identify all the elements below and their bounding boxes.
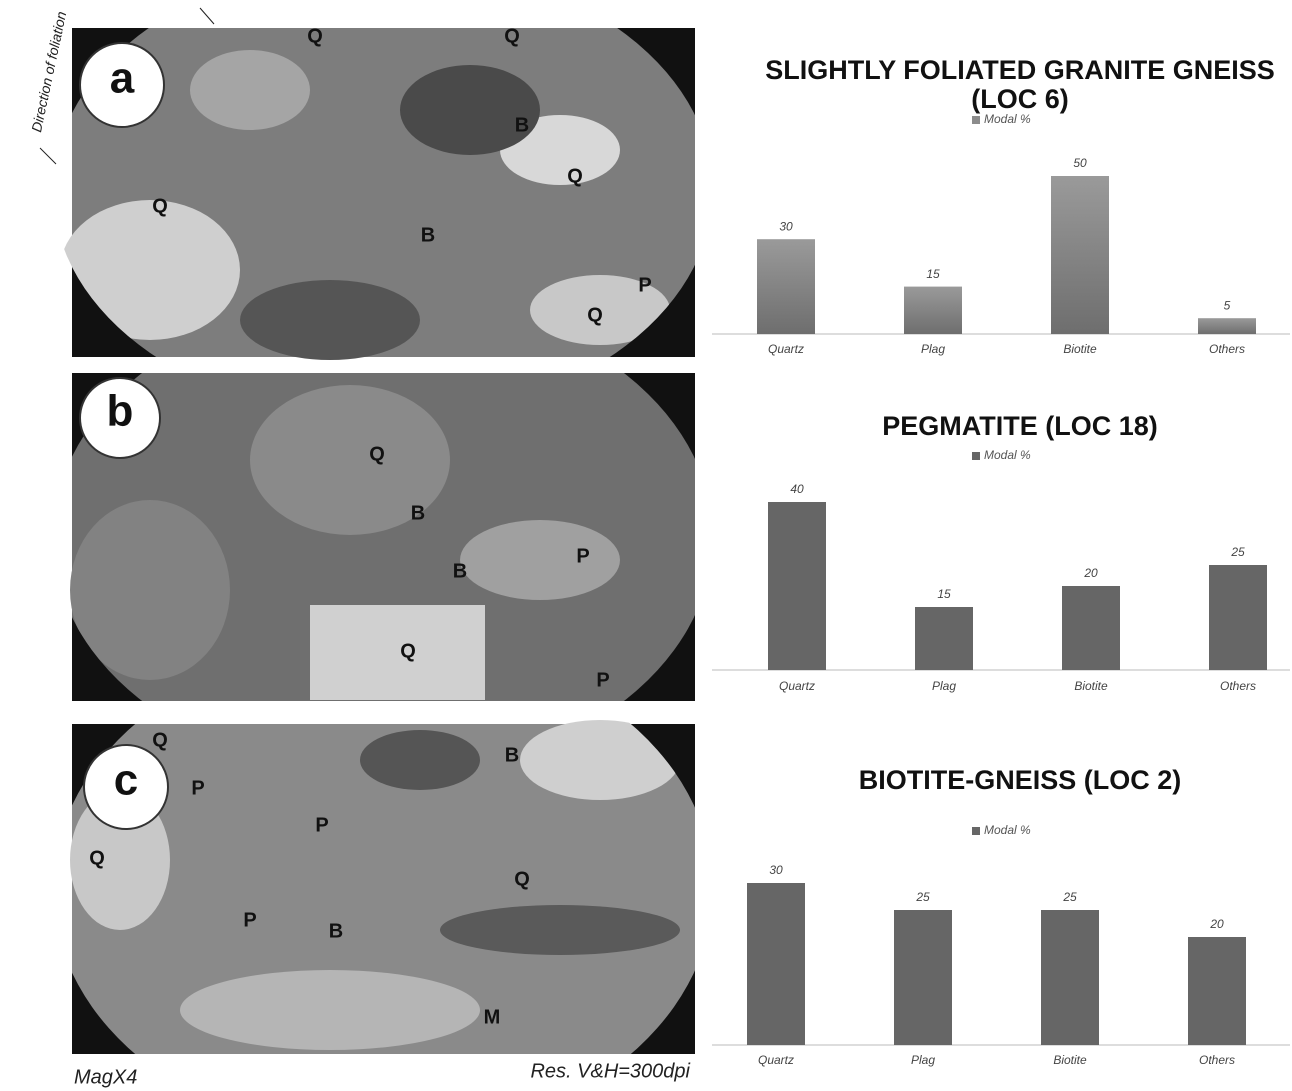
mineral-label: B bbox=[421, 224, 435, 246]
x-tick-label: Plag bbox=[911, 1053, 935, 1067]
chart-title: BIOTITE-GNEISS (LOC 2) bbox=[740, 766, 1292, 795]
mineral-label: Q bbox=[152, 729, 168, 751]
mineral-label: Q bbox=[587, 304, 603, 326]
bar bbox=[1198, 318, 1256, 334]
bar bbox=[768, 502, 826, 670]
x-tick-label: Plag bbox=[932, 679, 956, 693]
bar bbox=[1209, 565, 1267, 670]
arrow bbox=[40, 148, 56, 164]
mineral-label: M bbox=[484, 1006, 501, 1028]
mineral-label: P bbox=[243, 909, 256, 931]
panel-label: c bbox=[114, 756, 138, 805]
resolution: Res. V&H=300dpi bbox=[530, 1060, 690, 1082]
legend-label: Modal % bbox=[984, 112, 1031, 126]
bar bbox=[894, 910, 952, 1045]
data-label: 30 bbox=[779, 219, 793, 233]
data-label: 25 bbox=[1230, 545, 1245, 559]
data-label: 15 bbox=[926, 267, 940, 281]
mineral-label: Q bbox=[152, 195, 168, 217]
foliation-label: Direction of foliation bbox=[28, 10, 69, 134]
data-label: 15 bbox=[937, 587, 951, 601]
x-tick-label: Quartz bbox=[779, 679, 815, 693]
mineral-label: P bbox=[191, 777, 204, 799]
mineral-label: B bbox=[453, 560, 467, 582]
mineral-label: P bbox=[638, 274, 651, 296]
mineral-label: P bbox=[576, 545, 589, 567]
mineral-label: Q bbox=[514, 868, 530, 890]
chart-title: PEGMATITE (LOC 18) bbox=[740, 412, 1292, 441]
data-label: 40 bbox=[790, 482, 804, 496]
bar bbox=[757, 239, 815, 334]
mineral-label: P bbox=[315, 814, 328, 836]
mineral-label: B bbox=[515, 114, 529, 136]
mineral-label: Q bbox=[369, 443, 385, 465]
chart-title: SLIGHTLY FOLIATED GRANITE GNEISS (LOC 6) bbox=[740, 56, 1292, 114]
data-label: 20 bbox=[1209, 917, 1224, 931]
data-label: 30 bbox=[769, 863, 783, 877]
x-tick-label: Quartz bbox=[768, 342, 804, 356]
x-tick-label: Others bbox=[1220, 679, 1256, 693]
mineral-label: Q bbox=[400, 640, 416, 662]
data-label: 5 bbox=[1224, 298, 1231, 312]
mineral-label: Q bbox=[307, 25, 323, 47]
mineral-label: B bbox=[329, 920, 343, 942]
page: Direction of foliation MagX4 Res. V&H=30… bbox=[0, 0, 1292, 1091]
data-label: 50 bbox=[1073, 156, 1087, 170]
x-tick-label: Biotite bbox=[1063, 342, 1097, 356]
x-tick-label: Biotite bbox=[1074, 679, 1108, 693]
bar bbox=[904, 287, 962, 334]
mineral-label: P bbox=[596, 669, 609, 691]
bar bbox=[915, 607, 973, 670]
legend-swatch bbox=[972, 116, 980, 124]
legend-swatch bbox=[972, 827, 980, 835]
bar bbox=[1188, 937, 1246, 1045]
bar bbox=[747, 883, 805, 1045]
mineral-label: Q bbox=[89, 847, 105, 869]
data-label: 25 bbox=[1062, 890, 1077, 904]
bar bbox=[1041, 910, 1099, 1045]
bar bbox=[1051, 176, 1109, 334]
magnification: MagX4 bbox=[74, 1066, 137, 1088]
mineral-label: B bbox=[505, 744, 519, 766]
panel-label: b bbox=[107, 387, 134, 436]
mineral-label: Q bbox=[504, 25, 520, 47]
arrow bbox=[200, 8, 214, 24]
micrograph-b bbox=[70, 373, 695, 701]
figure: Direction of foliation MagX4 Res. V&H=30… bbox=[0, 0, 1292, 1091]
panel-label: a bbox=[110, 54, 135, 103]
data-label: 20 bbox=[1083, 566, 1098, 580]
legend-swatch bbox=[972, 452, 980, 460]
x-tick-label: Quartz bbox=[758, 1053, 794, 1067]
legend-label: Modal % bbox=[984, 448, 1031, 462]
mineral-label: Q bbox=[567, 165, 583, 187]
legend-label: Modal % bbox=[984, 823, 1031, 837]
mineral-label: B bbox=[411, 502, 425, 524]
bar bbox=[1062, 586, 1120, 670]
x-tick-label: Plag bbox=[921, 342, 945, 356]
x-tick-label: Others bbox=[1199, 1053, 1235, 1067]
x-tick-label: Biotite bbox=[1053, 1053, 1087, 1067]
data-label: 25 bbox=[915, 890, 930, 904]
x-tick-label: Others bbox=[1209, 342, 1245, 356]
